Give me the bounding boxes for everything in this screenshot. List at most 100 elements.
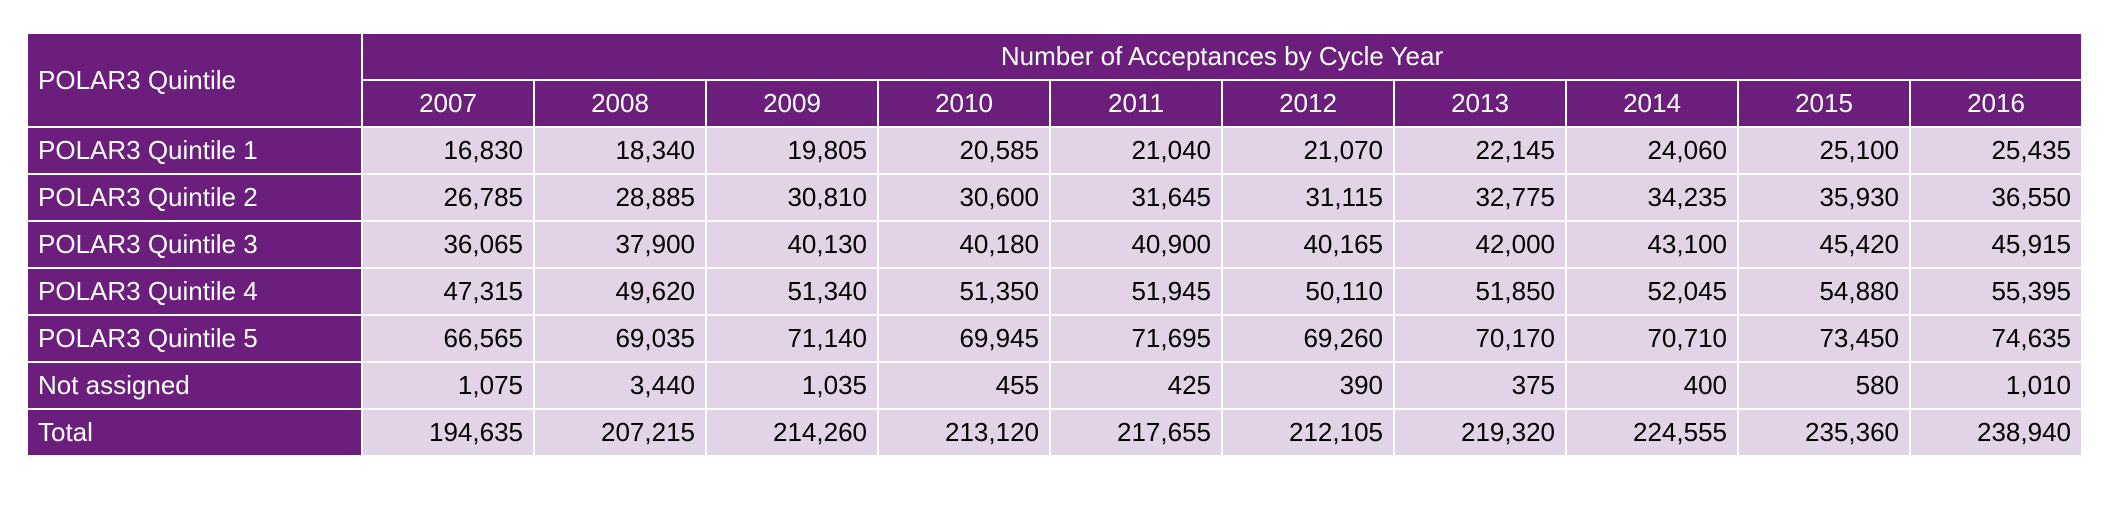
row-label: POLAR3 Quintile 3 bbox=[26, 220, 363, 269]
value-cell: 49,620 bbox=[533, 267, 707, 316]
value-cell: 71,140 bbox=[705, 314, 879, 363]
row-label: POLAR3 Quintile 5 bbox=[26, 314, 363, 363]
value-cell: 51,850 bbox=[1393, 267, 1567, 316]
value-cell: 31,645 bbox=[1049, 173, 1223, 222]
value-cell: 37,900 bbox=[533, 220, 707, 269]
value-cell: 217,655 bbox=[1049, 408, 1223, 457]
value-cell: 24,060 bbox=[1565, 126, 1739, 175]
value-cell: 375 bbox=[1393, 361, 1567, 410]
value-cell: 219,320 bbox=[1393, 408, 1567, 457]
value-cell: 66,565 bbox=[361, 314, 535, 363]
row-label: Total bbox=[26, 408, 363, 457]
table-row: POLAR3 Quintile 2 26,785 28,885 30,810 30,60… bbox=[26, 173, 2083, 222]
row-label: POLAR3 Quintile 4 bbox=[26, 267, 363, 316]
value-cell: 51,350 bbox=[877, 267, 1051, 316]
value-cell: 213,120 bbox=[877, 408, 1051, 457]
value-cell: 19,805 bbox=[705, 126, 879, 175]
value-cell: 70,710 bbox=[1565, 314, 1739, 363]
value-cell: 51,945 bbox=[1049, 267, 1223, 316]
value-cell: 26,785 bbox=[361, 173, 535, 222]
year-header-2012: 2012 bbox=[1221, 79, 1395, 128]
value-cell: 400 bbox=[1565, 361, 1739, 410]
year-header-2011: 2011 bbox=[1049, 79, 1223, 128]
year-header-2007: 2007 bbox=[361, 79, 535, 128]
value-cell: 235,360 bbox=[1737, 408, 1911, 457]
year-header-2015: 2015 bbox=[1737, 79, 1911, 128]
value-cell: 45,420 bbox=[1737, 220, 1911, 269]
value-cell: 36,065 bbox=[361, 220, 535, 269]
group-header-row: POLAR3 Quintile Number of Acceptances by… bbox=[26, 32, 2083, 128]
value-cell: 40,900 bbox=[1049, 220, 1223, 269]
value-cell: 34,235 bbox=[1565, 173, 1739, 222]
value-cell: 70,170 bbox=[1393, 314, 1567, 363]
value-cell: 74,635 bbox=[1909, 314, 2083, 363]
value-cell: 425 bbox=[1049, 361, 1223, 410]
value-cell: 47,315 bbox=[361, 267, 535, 316]
value-cell: 69,035 bbox=[533, 314, 707, 363]
acceptances-table-container: POLAR3 Quintile Number of Acceptances by… bbox=[26, 32, 2083, 457]
table-row: POLAR3 Quintile 4 47,315 49,620 51,340 51,35… bbox=[26, 267, 2083, 316]
value-cell: 69,260 bbox=[1221, 314, 1395, 363]
value-cell: 1,010 bbox=[1909, 361, 2083, 410]
value-cell: 71,695 bbox=[1049, 314, 1223, 363]
value-cell: 580 bbox=[1737, 361, 1911, 410]
value-cell: 69,945 bbox=[877, 314, 1051, 363]
value-cell: 212,105 bbox=[1221, 408, 1395, 457]
value-cell: 25,100 bbox=[1737, 126, 1911, 175]
year-header-2010: 2010 bbox=[877, 79, 1051, 128]
value-cell: 32,775 bbox=[1393, 173, 1567, 222]
value-cell: 30,600 bbox=[877, 173, 1051, 222]
acceptances-table: POLAR3 Quintile Number of Acceptances by… bbox=[26, 32, 2083, 457]
value-cell: 40,165 bbox=[1221, 220, 1395, 269]
value-cell: 3,440 bbox=[533, 361, 707, 410]
corner-header: POLAR3 Quintile bbox=[26, 32, 363, 128]
value-cell: 36,550 bbox=[1909, 173, 2083, 222]
year-header-2014: 2014 bbox=[1565, 79, 1739, 128]
value-cell: 55,395 bbox=[1909, 267, 2083, 316]
year-header-2009: 2009 bbox=[705, 79, 879, 128]
value-cell: 30,810 bbox=[705, 173, 879, 222]
value-cell: 207,215 bbox=[533, 408, 707, 457]
value-cell: 21,040 bbox=[1049, 126, 1223, 175]
row-label: POLAR3 Quintile 1 bbox=[26, 126, 363, 175]
table-row: POLAR3 Quintile 1 16,830 18,340 19,805 20,58… bbox=[26, 126, 2083, 175]
value-cell: 194,635 bbox=[361, 408, 535, 457]
value-cell: 1,075 bbox=[361, 361, 535, 410]
value-cell: 455 bbox=[877, 361, 1051, 410]
value-cell: 73,450 bbox=[1737, 314, 1911, 363]
value-cell: 40,130 bbox=[705, 220, 879, 269]
value-cell: 22,145 bbox=[1393, 126, 1567, 175]
year-header-2013: 2013 bbox=[1393, 79, 1567, 128]
value-cell: 42,000 bbox=[1393, 220, 1567, 269]
value-cell: 25,435 bbox=[1909, 126, 2083, 175]
value-cell: 21,070 bbox=[1221, 126, 1395, 175]
value-cell: 214,260 bbox=[705, 408, 879, 457]
value-cell: 390 bbox=[1221, 361, 1395, 410]
table-row: Total 194,635 207,215 214,260 213,120 217,655… bbox=[26, 408, 2083, 457]
table-body: POLAR3 Quintile 1 16,830 18,340 19,805 20,58… bbox=[26, 126, 2083, 457]
year-header-2008: 2008 bbox=[533, 79, 707, 128]
row-label: Not assigned bbox=[26, 361, 363, 410]
value-cell: 31,115 bbox=[1221, 173, 1395, 222]
value-cell: 18,340 bbox=[533, 126, 707, 175]
value-cell: 16,830 bbox=[361, 126, 535, 175]
year-header-2016: 2016 bbox=[1909, 79, 2083, 128]
value-cell: 51,340 bbox=[705, 267, 879, 316]
value-cell: 35,930 bbox=[1737, 173, 1911, 222]
value-cell: 40,180 bbox=[877, 220, 1051, 269]
year-header-row: 2007 2008 2009 2010 2011 2012 2013 2014 2015 2016 bbox=[27, 79, 2083, 128]
value-cell: 238,940 bbox=[1909, 408, 2083, 457]
column-group-header: Number of Acceptances by Cycle Year bbox=[361, 32, 2083, 81]
value-cell: 1,035 bbox=[705, 361, 879, 410]
value-cell: 54,880 bbox=[1737, 267, 1911, 316]
row-label: POLAR3 Quintile 2 bbox=[26, 173, 363, 222]
value-cell: 224,555 bbox=[1565, 408, 1739, 457]
value-cell: 28,885 bbox=[533, 173, 707, 222]
value-cell: 45,915 bbox=[1909, 220, 2083, 269]
table-row: POLAR3 Quintile 5 66,565 69,035 71,140 69,94… bbox=[26, 314, 2083, 363]
value-cell: 43,100 bbox=[1565, 220, 1739, 269]
table-row: Not assigned 1,075 3,440 1,035 455 425 390 375 4… bbox=[26, 361, 2083, 410]
value-cell: 20,585 bbox=[877, 126, 1051, 175]
value-cell: 52,045 bbox=[1565, 267, 1739, 316]
table-row: POLAR3 Quintile 3 36,065 37,900 40,130 40,18… bbox=[26, 220, 2083, 269]
